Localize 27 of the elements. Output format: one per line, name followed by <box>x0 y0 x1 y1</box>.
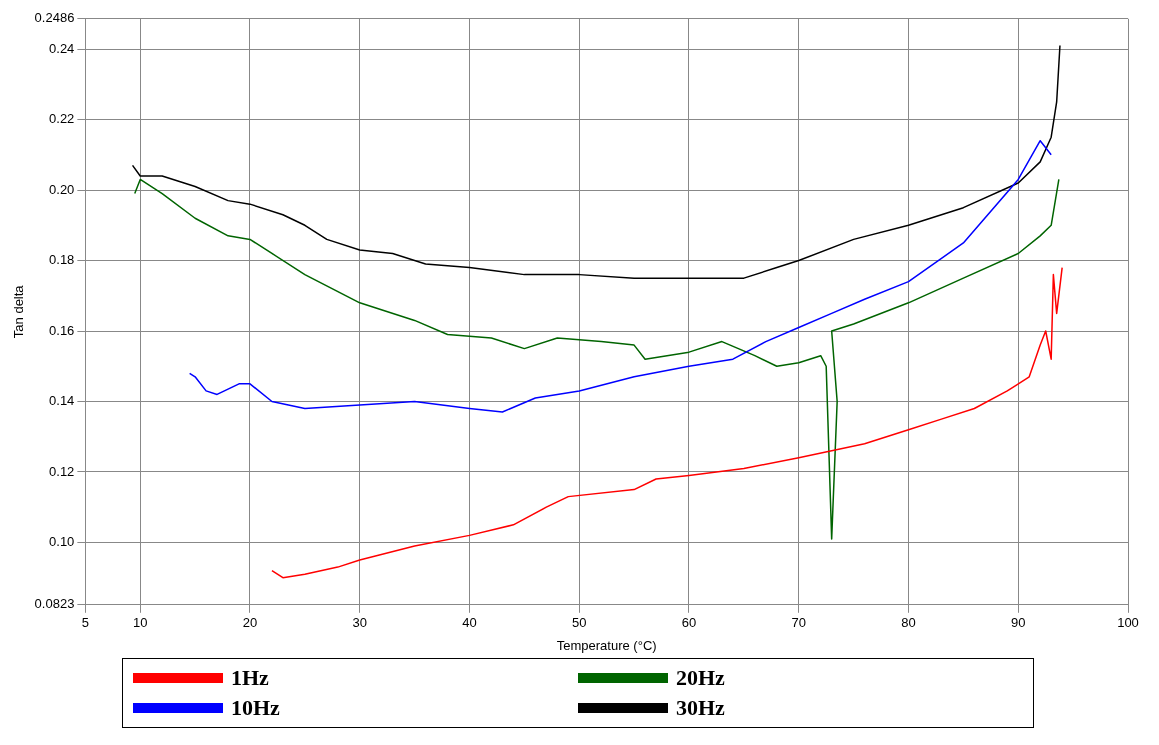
y-tick-label: 0.10 <box>49 534 75 550</box>
y-tick-label: 0.0823 <box>34 596 75 612</box>
x-axis-title: Temperature (°C) <box>556 637 657 653</box>
legend-label: 30Hz <box>676 695 725 721</box>
y-tick-label: 0.2486 <box>34 10 75 26</box>
y-axis-title: Tan delta <box>11 284 27 339</box>
x-tick-label: 40 <box>462 615 477 631</box>
x-tick-label: 5 <box>81 615 89 631</box>
y-tick-label: 0.16 <box>49 322 75 338</box>
x-tick-label: 70 <box>791 615 806 631</box>
legend-label: 10Hz <box>231 695 280 721</box>
x-tick-label: 90 <box>1011 615 1026 631</box>
y-tick-label: 0.14 <box>49 393 75 409</box>
legend-label: 20Hz <box>676 665 725 691</box>
x-tick-label: 100 <box>1117 615 1139 631</box>
y-tick-label: 0.22 <box>49 111 75 127</box>
y-tick-label: 0.20 <box>49 181 75 197</box>
legend-label: 1Hz <box>231 665 269 691</box>
y-tick-label: 0.24 <box>49 40 75 56</box>
x-tick-label: 30 <box>352 615 367 631</box>
y-tick-label: 0.12 <box>49 463 75 479</box>
x-tick-label: 80 <box>901 615 916 631</box>
x-tick-label: 60 <box>681 615 697 631</box>
x-tick-label: 20 <box>242 615 258 631</box>
x-tick-label: 10 <box>133 615 148 631</box>
x-tick-label: 50 <box>572 615 587 631</box>
y-tick-label: 0.18 <box>49 252 75 268</box>
